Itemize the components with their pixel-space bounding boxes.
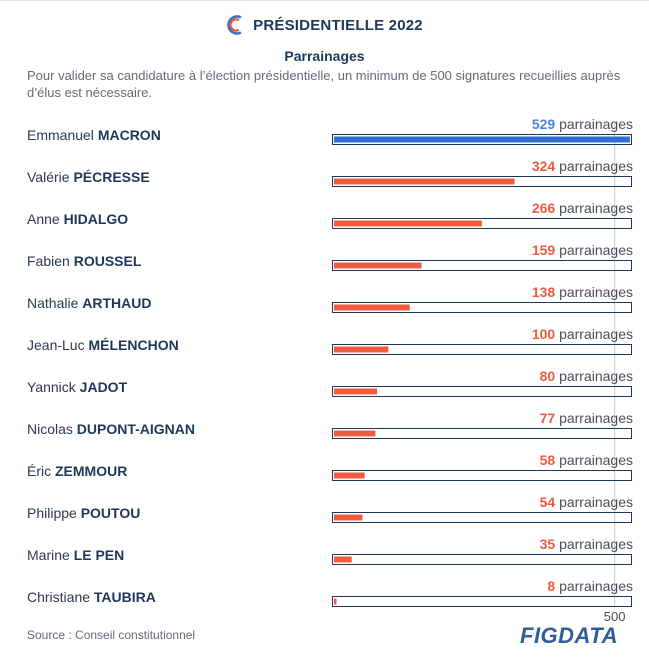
- chart-description: Pour valider sa candidature à l’élection…: [27, 68, 621, 100]
- value-label: 529 parrainages: [532, 116, 633, 132]
- candidate-name: Nicolas DUPONT-AIGNAN: [27, 421, 195, 437]
- bar-outline: [332, 260, 632, 271]
- bar-outline: [332, 302, 632, 313]
- candidate-name: Anne HIDALGO: [27, 211, 128, 227]
- bar: [334, 136, 630, 143]
- candidate-name: Éric ZEMMOUR: [27, 463, 127, 479]
- threshold-label: 500: [604, 609, 626, 624]
- chart-header: PRÉSIDENTIELLE 2022: [0, 14, 649, 41]
- bar: [334, 262, 422, 269]
- candidate-name: Jean-Luc MÉLENCHON: [27, 337, 179, 353]
- bar-outline: [332, 428, 632, 439]
- value-label: 324 parrainages: [532, 158, 633, 174]
- value-label: 159 parrainages: [532, 242, 633, 258]
- value-label: 100 parrainages: [532, 326, 633, 342]
- value-label: 138 parrainages: [532, 284, 633, 300]
- election-logo-icon: [227, 15, 242, 35]
- bar-outline: [332, 218, 632, 229]
- value-label: 58 parrainages: [540, 452, 633, 468]
- bar-outline: [332, 344, 632, 355]
- value-label: 266 parrainages: [532, 200, 633, 216]
- value-label: 35 parrainages: [540, 536, 633, 552]
- chart-subtitle: Parrainages: [284, 48, 365, 64]
- chart-title: PRÉSIDENTIELLE 2022: [253, 16, 423, 34]
- source-note: Source : Conseil constitutionnel: [27, 628, 196, 642]
- bar-outline: [332, 134, 632, 145]
- bar-outline: [332, 470, 632, 481]
- bar: [334, 472, 365, 479]
- candidate-name: Valérie PÉCRESSE: [27, 169, 150, 185]
- bar-outline: [332, 512, 632, 523]
- bar: [334, 514, 363, 521]
- value-label: 77 parrainages: [540, 410, 633, 426]
- value-label: 80 parrainages: [540, 368, 633, 384]
- candidate-name: Emmanuel MACRON: [27, 127, 161, 143]
- bar: [334, 556, 352, 563]
- figdata-logo: FIGDATA: [520, 623, 618, 648]
- bar: [334, 304, 410, 311]
- bar: [334, 346, 389, 353]
- candidate-name: Marine LE PEN: [27, 547, 124, 563]
- value-label: 54 parrainages: [540, 494, 633, 510]
- top-divider: [0, 0, 649, 1]
- bar-outline: [332, 386, 632, 397]
- bar: [334, 430, 376, 437]
- bar: [334, 178, 515, 185]
- bar: [334, 388, 378, 395]
- candidate-name: Philippe POUTOU: [27, 505, 140, 521]
- bar-outline: [332, 554, 632, 565]
- bar-outline: [332, 596, 632, 607]
- value-label: 8 parrainages: [547, 578, 633, 594]
- bar: [334, 598, 337, 605]
- candidate-name: Fabien ROUSSEL: [27, 253, 142, 269]
- candidate-name: Yannick JADOT: [27, 379, 128, 395]
- candidate-name: Christiane TAUBIRA: [27, 589, 156, 605]
- candidate-name: Nathalie ARTHAUD: [27, 295, 151, 311]
- bar-outline: [332, 176, 632, 187]
- bar: [334, 220, 482, 227]
